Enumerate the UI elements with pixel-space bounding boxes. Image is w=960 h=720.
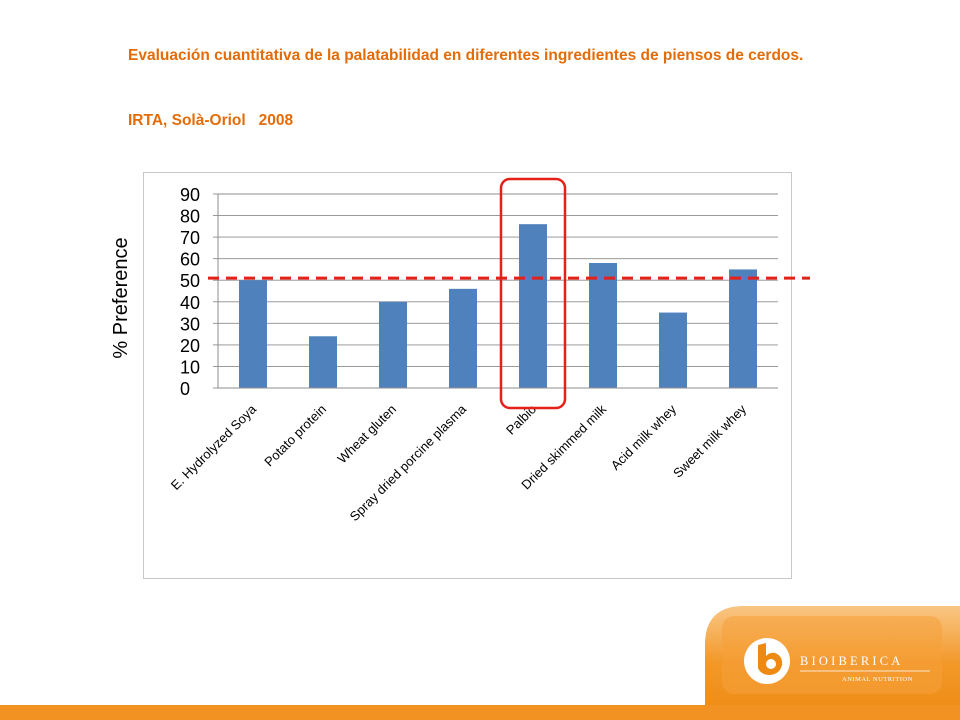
overlays [208,177,810,410]
y-tick-label: 20 [180,336,200,356]
bar [519,224,547,388]
highlight-box [499,177,567,410]
bar [309,336,337,388]
axes [213,193,778,389]
bar [449,288,477,388]
bar [589,262,617,388]
source-citation: IRTA, Solà-Oriol 2008 [128,112,294,129]
bar [729,269,757,388]
y-tick-label: 60 [180,250,200,270]
y-axis-label: % Preference [110,237,132,358]
y-tick-label: 80 [180,207,200,227]
brand-name: BIOIBERICA [800,654,904,668]
y-tick-label: 50 [180,271,200,291]
y-tick-label: 90 [180,185,200,205]
y-tick-label: 30 [180,314,200,334]
bar [659,312,687,388]
brand-bottom-strip [0,705,960,720]
y-tick-label: 10 [180,357,200,377]
brand-tagline: ANIMAL NUTRITION [842,676,913,683]
y-tick-label: 40 [180,293,200,313]
y-tick-label: 70 [180,228,200,248]
bar [379,301,407,388]
y-tick-label: 0 [180,379,190,399]
bar [239,280,267,388]
bars [239,224,757,388]
slide-title: Evaluación cuantitativa de la palatabili… [128,47,804,64]
bioiberica-logo-icon [744,638,790,684]
